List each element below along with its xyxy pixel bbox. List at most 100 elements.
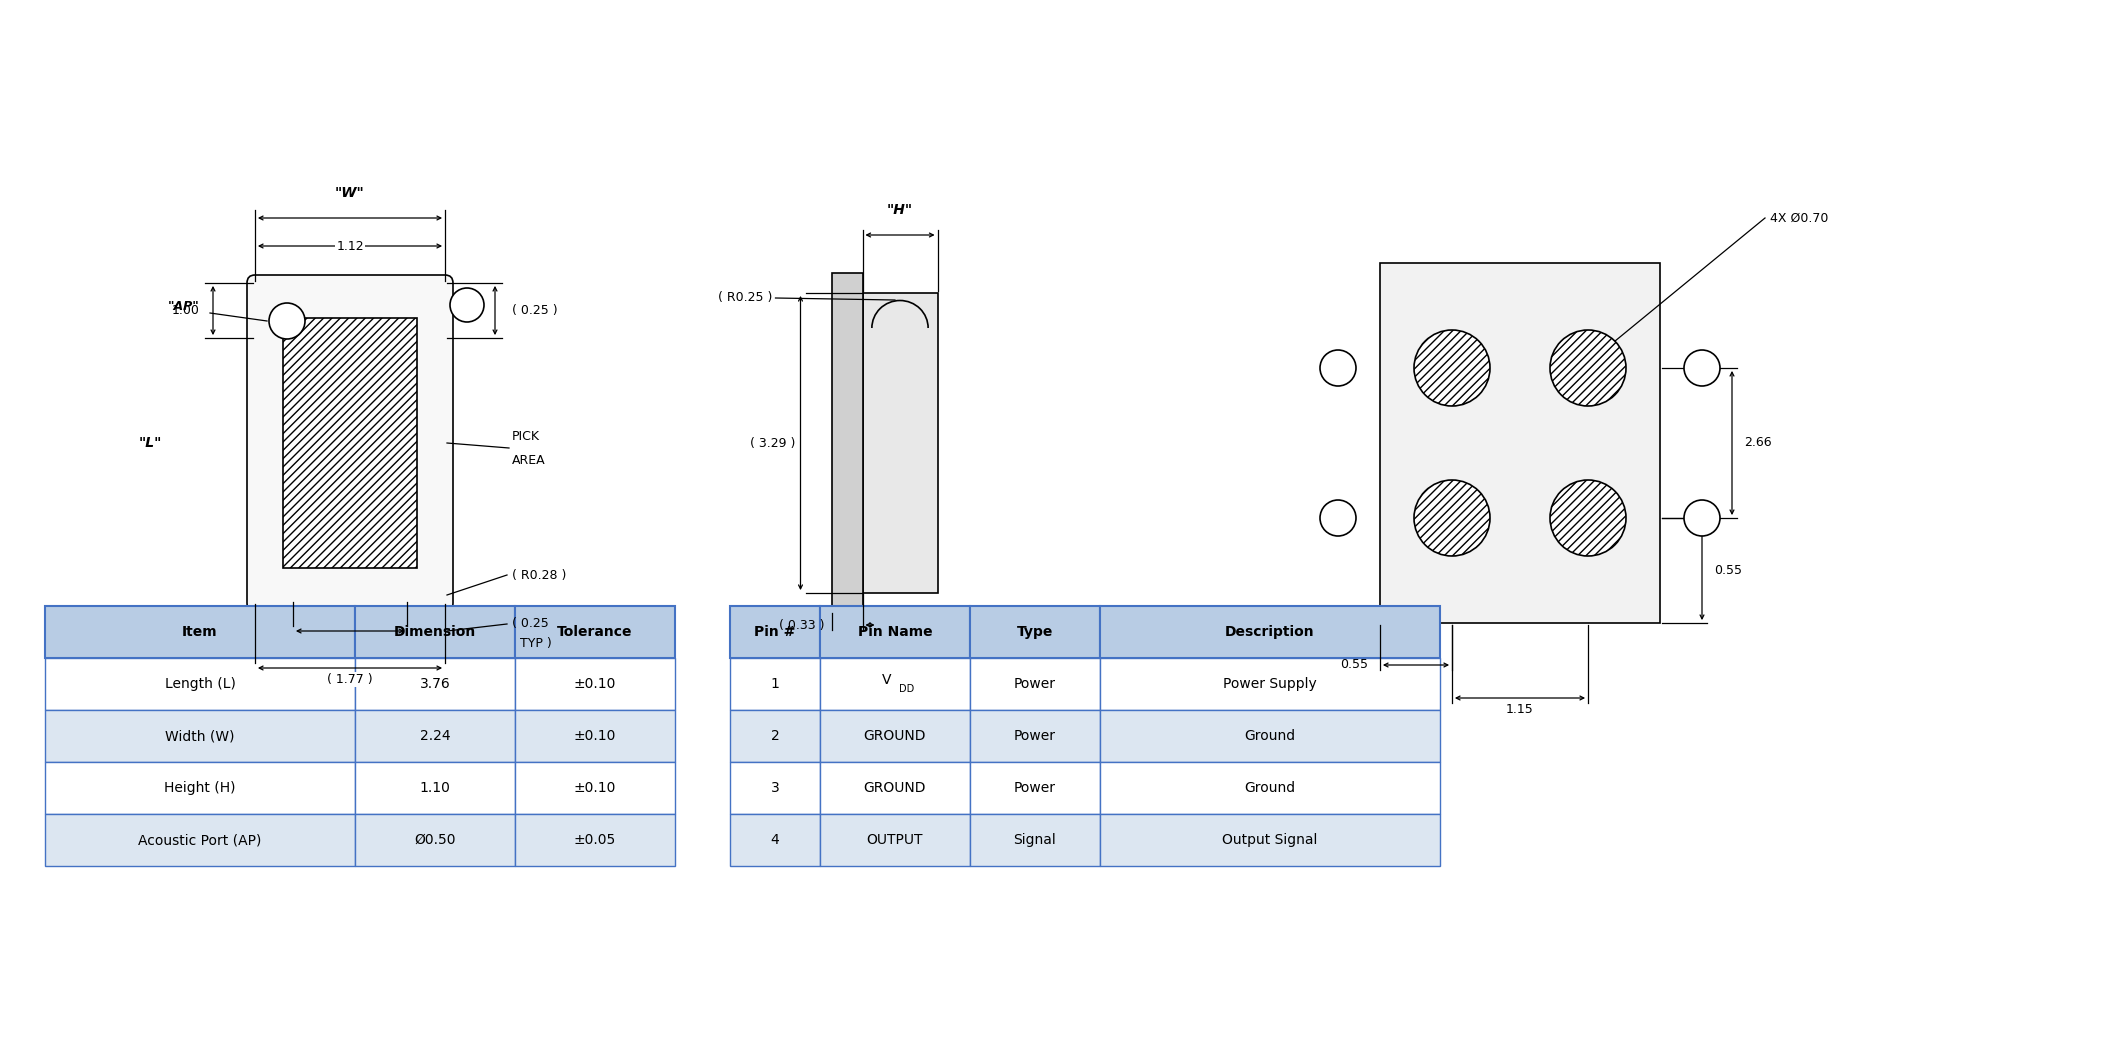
Circle shape (1684, 350, 1720, 386)
Bar (729, 606, 821, 658)
Bar (355, 606, 514, 658)
Text: Power: Power (1014, 677, 1057, 691)
Bar (821, 814, 969, 866)
Circle shape (1320, 500, 1356, 536)
Text: 1.12: 1.12 (336, 239, 364, 253)
Text: ( 0.33 ): ( 0.33 ) (778, 619, 825, 631)
Text: GROUND: GROUND (863, 729, 927, 743)
Bar (821, 606, 969, 658)
Circle shape (451, 288, 485, 322)
Text: 1: 1 (770, 677, 780, 691)
FancyBboxPatch shape (247, 275, 453, 611)
Bar (514, 814, 674, 866)
Text: Pin Name: Pin Name (857, 625, 933, 639)
Text: Tolerance: Tolerance (557, 625, 634, 639)
Bar (514, 710, 674, 762)
Bar (729, 762, 821, 814)
Bar (821, 762, 969, 814)
Text: ±0.10: ±0.10 (574, 781, 617, 795)
Bar (355, 814, 514, 866)
Text: "H": "H" (887, 203, 912, 217)
Text: DD: DD (899, 684, 914, 694)
Text: Signal: Signal (1014, 833, 1057, 847)
Text: Ground: Ground (1244, 729, 1295, 743)
Text: OUTPUT: OUTPUT (867, 833, 923, 847)
Text: 1.15: 1.15 (1505, 703, 1533, 716)
Text: Description: Description (1225, 625, 1314, 639)
Bar (45, 710, 355, 762)
Text: ( 0.25 ): ( 0.25 ) (512, 304, 557, 317)
Text: ( R0.28 ): ( R0.28 ) (512, 569, 566, 581)
Bar (45, 762, 355, 814)
Text: "W": "W" (336, 186, 366, 200)
Bar (1380, 263, 1660, 623)
Bar (863, 293, 938, 593)
Circle shape (1550, 480, 1626, 556)
Bar (821, 710, 969, 762)
Bar (969, 606, 1099, 658)
Bar (45, 606, 355, 658)
Text: 3: 3 (1699, 511, 1705, 524)
Text: 2: 2 (1333, 511, 1342, 524)
Text: ±0.10: ±0.10 (574, 677, 617, 691)
Text: Acoustic Port (AP): Acoustic Port (AP) (138, 833, 261, 847)
Text: 3: 3 (770, 781, 780, 795)
Text: Power: Power (1014, 729, 1057, 743)
Bar (969, 814, 1099, 866)
Bar (1099, 762, 1439, 814)
Text: 2.66: 2.66 (1743, 437, 1771, 450)
Text: 3.76: 3.76 (419, 677, 451, 691)
Text: ±0.05: ±0.05 (574, 833, 617, 847)
Bar (969, 710, 1099, 762)
Text: V: V (882, 673, 891, 687)
Text: 0.55: 0.55 (1339, 658, 1367, 672)
Text: Output Signal: Output Signal (1222, 833, 1318, 847)
Text: "AP": "AP" (168, 300, 200, 313)
Bar (833, 273, 863, 613)
Text: 1.10: 1.10 (419, 781, 451, 795)
Text: 4: 4 (770, 833, 780, 847)
Text: 2.24: 2.24 (419, 729, 451, 743)
Text: AREA: AREA (512, 454, 546, 467)
Text: Length (L): Length (L) (164, 677, 236, 691)
Circle shape (1684, 500, 1720, 536)
Text: 4: 4 (1699, 361, 1705, 374)
Bar (729, 710, 821, 762)
Text: 1.00: 1.00 (172, 304, 200, 317)
Bar (514, 606, 674, 658)
Text: TYP ): TYP ) (512, 638, 553, 651)
Text: PICK: PICK (512, 429, 540, 442)
Bar (514, 762, 674, 814)
Text: Ø0.50: Ø0.50 (415, 833, 455, 847)
Text: 2: 2 (770, 729, 780, 743)
Bar (1099, 710, 1439, 762)
Text: 0.55: 0.55 (1714, 564, 1741, 577)
Text: ( 1.77 ): ( 1.77 ) (327, 673, 372, 686)
Bar (969, 762, 1099, 814)
Text: Pin #: Pin # (755, 625, 795, 639)
Text: GROUND: GROUND (863, 781, 927, 795)
Bar (729, 814, 821, 866)
Circle shape (270, 303, 304, 339)
Text: Height (H): Height (H) (164, 781, 236, 795)
Text: Type: Type (1016, 625, 1052, 639)
Text: ±0.10: ±0.10 (574, 729, 617, 743)
Text: Item: Item (183, 625, 217, 639)
Bar (355, 710, 514, 762)
Text: ( R0.25 ): ( R0.25 ) (719, 291, 772, 304)
Text: Ground: Ground (1244, 781, 1295, 795)
Text: Dimension: Dimension (393, 625, 476, 639)
Bar (729, 658, 821, 710)
Circle shape (1414, 480, 1490, 556)
Bar (355, 658, 514, 710)
Bar (355, 762, 514, 814)
Circle shape (1320, 350, 1356, 386)
Bar (1099, 658, 1439, 710)
Circle shape (1550, 330, 1626, 406)
Text: Width (W): Width (W) (166, 729, 234, 743)
Bar (283, 318, 417, 568)
Text: "L": "L" (138, 436, 162, 450)
Text: ( 3.29 ): ( 3.29 ) (750, 437, 795, 450)
Text: 1: 1 (1333, 361, 1342, 374)
Text: 4X Ø0.70: 4X Ø0.70 (1771, 212, 1828, 224)
